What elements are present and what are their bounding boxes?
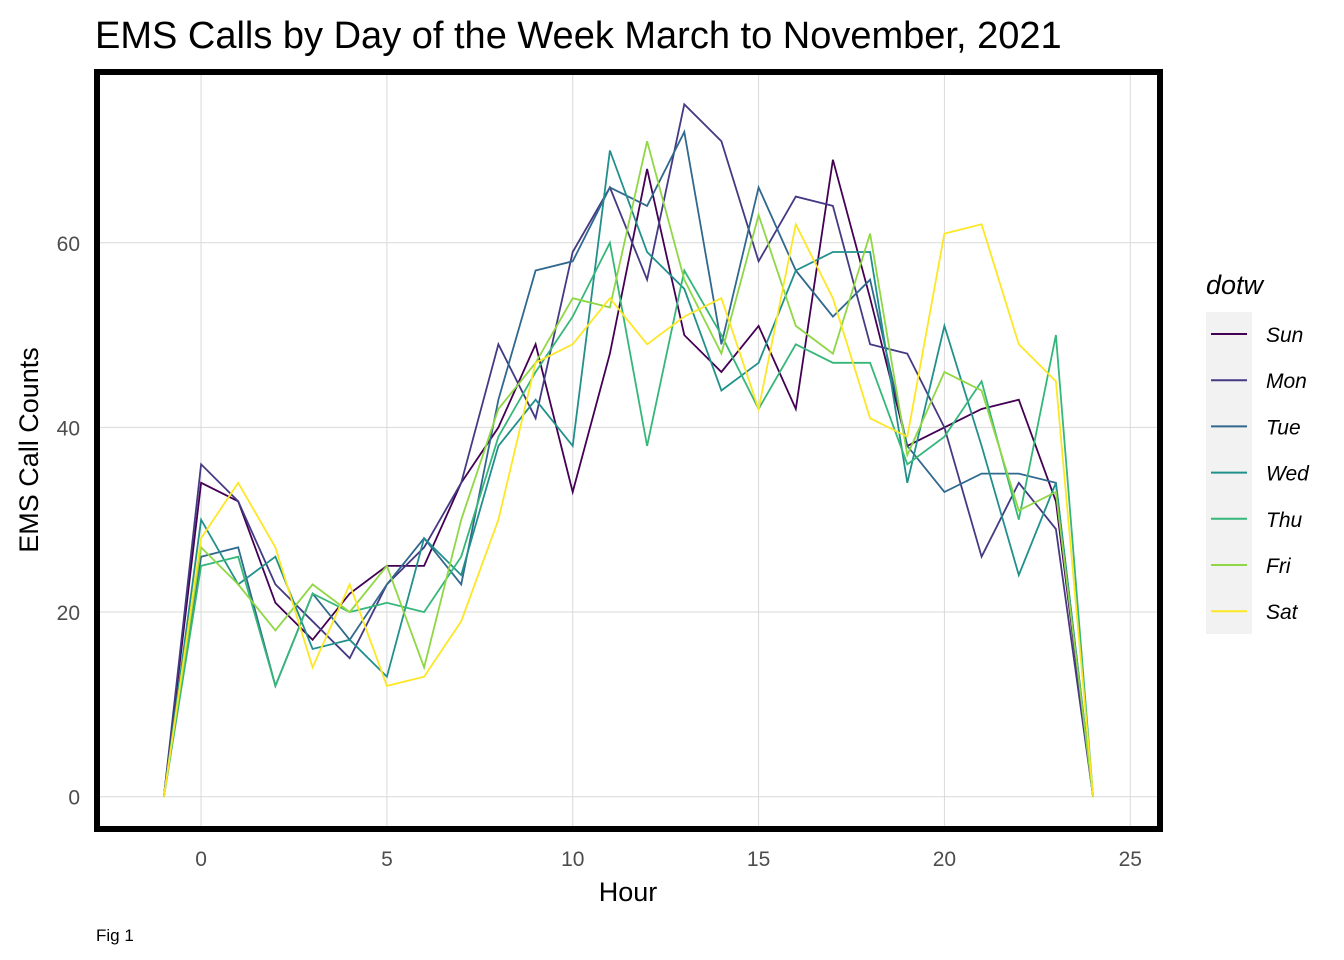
- x-tick-label: 5: [381, 848, 393, 871]
- series-lines: [163, 102, 1094, 797]
- legend-label-tue: Tue: [1266, 416, 1301, 439]
- y-tick-label: 40: [57, 417, 80, 440]
- y-tick-label: 20: [57, 602, 80, 625]
- chart-title: EMS Calls by Day of the Week March to No…: [95, 15, 1062, 57]
- y-tick-label: 0: [68, 787, 80, 810]
- x-tick-label: 0: [195, 848, 207, 871]
- legend-label-sat: Sat: [1266, 601, 1299, 624]
- x-tick-label: 25: [1119, 848, 1142, 871]
- y-axis-title: EMS Call Counts: [14, 347, 44, 553]
- legend-label-wed: Wed: [1266, 463, 1310, 486]
- legend-label-mon: Mon: [1266, 370, 1307, 393]
- figure-caption: Fig 1: [96, 926, 134, 945]
- legend-label-thu: Thu: [1266, 509, 1303, 532]
- grid-lines: [97, 72, 1160, 829]
- legend-label-sun: Sun: [1266, 324, 1303, 347]
- series-line-sat: [163, 221, 1094, 797]
- x-axis-title: Hour: [599, 877, 658, 907]
- x-tick-label: 20: [933, 848, 956, 871]
- series-line-wed: [163, 150, 1094, 797]
- y-tick-label: 60: [57, 233, 80, 256]
- legend: dotw Sun Mon Tue Wed Thu Fri Sat: [1206, 270, 1310, 634]
- legend-label-fri: Fri: [1266, 555, 1292, 578]
- legend-title: dotw: [1206, 270, 1265, 300]
- series-line-mon: [163, 102, 1094, 797]
- series-line-sun: [163, 159, 1094, 797]
- panel-border: [94, 69, 1163, 832]
- x-tick-label: 15: [747, 848, 770, 871]
- series-line-thu: [163, 240, 1094, 797]
- series-line-fri: [163, 140, 1094, 797]
- y-axis-ticks: 0 20 40 60: [57, 233, 80, 810]
- x-axis-ticks: 0 5 10 15 20 25: [195, 848, 1142, 871]
- x-tick-label: 10: [561, 848, 584, 871]
- series-line-tue: [163, 129, 1094, 797]
